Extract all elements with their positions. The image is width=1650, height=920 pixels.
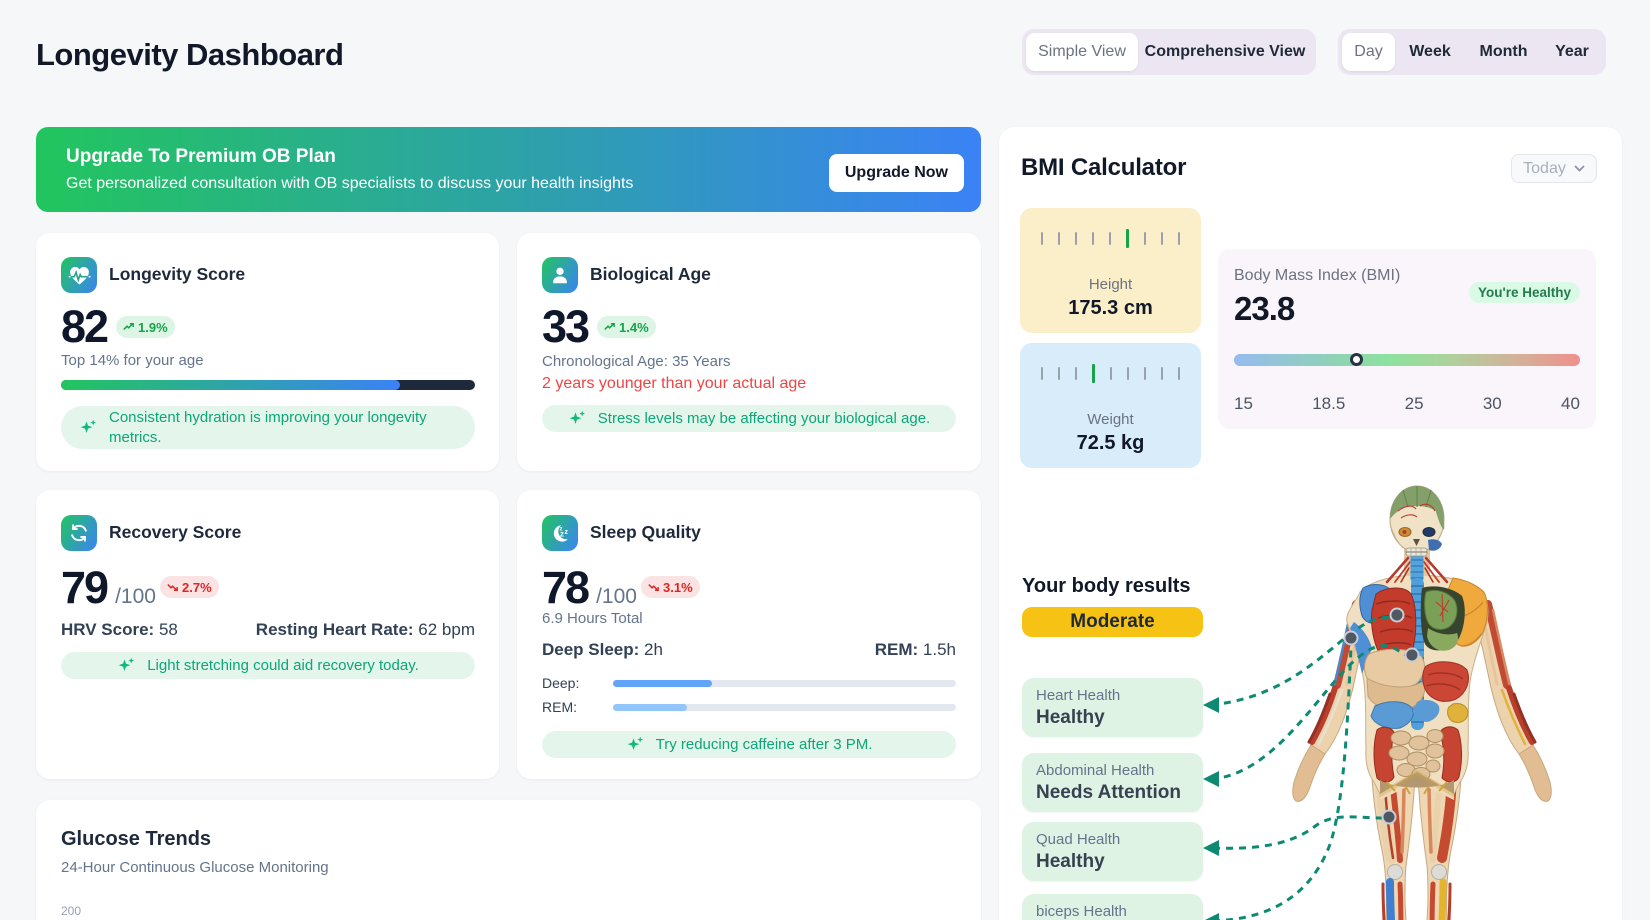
svg-text:z: z <box>560 530 564 539</box>
svg-text:z: z <box>560 527 563 533</box>
svg-text:z: z <box>565 529 569 536</box>
